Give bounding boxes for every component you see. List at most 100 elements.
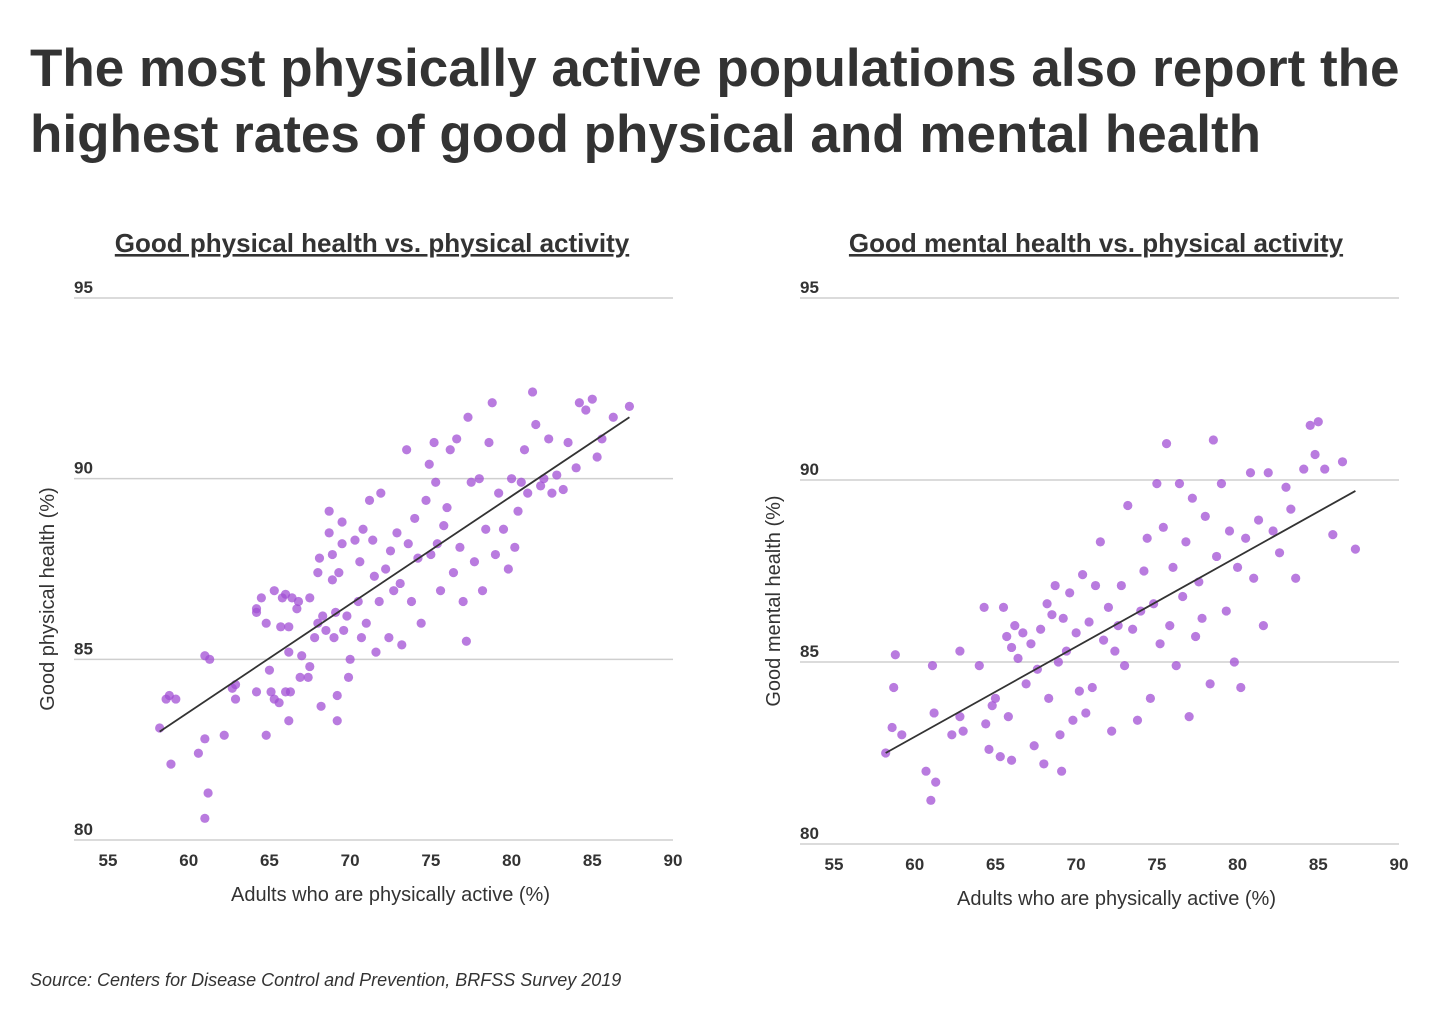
scatter-point xyxy=(955,712,965,722)
scatter-point xyxy=(316,701,326,711)
scatter-point xyxy=(402,445,412,455)
scatter-point xyxy=(332,690,342,701)
scatter-point xyxy=(261,618,271,628)
scatter-point xyxy=(1178,591,1188,602)
y-tick-label: 90 xyxy=(74,459,93,478)
scatter-point xyxy=(574,398,584,408)
scatter-point xyxy=(592,452,602,462)
scatter-point xyxy=(342,611,352,621)
scatter-point xyxy=(1152,479,1162,489)
scatter-point xyxy=(1055,730,1065,740)
scatter-point xyxy=(334,568,344,578)
charts: Good physical health vs. physical activi… xyxy=(37,228,1408,910)
y-tick-label: 80 xyxy=(800,824,819,843)
scatter-point xyxy=(531,419,541,430)
y-tick-label: 85 xyxy=(74,639,93,658)
scatter-point xyxy=(371,647,381,657)
scatter-point xyxy=(1039,759,1049,769)
scatter-point xyxy=(544,434,554,444)
x-tick-label: 60 xyxy=(179,851,198,870)
scatter-point xyxy=(356,633,367,643)
scatter-point xyxy=(251,687,262,697)
x-tick-label: 80 xyxy=(502,851,521,870)
scatter-point xyxy=(421,495,431,505)
scatter-point xyxy=(1006,642,1017,653)
scatter-point xyxy=(887,722,897,733)
scatter-point xyxy=(284,716,294,726)
scatter-point xyxy=(1002,631,1012,642)
scatter-point xyxy=(466,477,476,487)
scatter-point xyxy=(318,611,328,621)
x-tick-label: 55 xyxy=(825,855,844,874)
scatter-point xyxy=(251,604,262,614)
scatter-point xyxy=(455,542,465,552)
scatter-point xyxy=(890,650,900,660)
scatter-point xyxy=(381,564,391,574)
scatter-point xyxy=(1286,504,1296,514)
scatter-point xyxy=(1197,613,1207,623)
scatter-point xyxy=(452,434,462,444)
scatter-point xyxy=(1263,468,1273,478)
scatter-point xyxy=(1181,537,1191,547)
y-tick-label: 95 xyxy=(800,278,819,297)
scatter-point xyxy=(506,474,517,484)
scatter-point xyxy=(1161,439,1172,449)
scatter-point xyxy=(1249,573,1259,583)
scatter-point xyxy=(403,539,413,549)
scatter-point xyxy=(547,488,557,498)
scatter-point xyxy=(510,542,520,552)
scatter-point xyxy=(503,564,513,574)
scatter-point xyxy=(266,687,276,697)
scatter-point xyxy=(1006,755,1017,765)
y-tick-label: 80 xyxy=(74,820,93,839)
scatter-point xyxy=(987,701,997,711)
scatter-point xyxy=(1139,566,1149,576)
scatter-point xyxy=(297,651,307,661)
scatter-point xyxy=(1305,420,1315,430)
scatter-point xyxy=(305,593,315,603)
scatter-point xyxy=(1081,708,1091,718)
scatter-point xyxy=(397,640,407,650)
scatter-point xyxy=(1036,624,1046,634)
scatter-point xyxy=(1018,628,1028,638)
scatter-point xyxy=(469,557,480,567)
scatter-point xyxy=(321,625,331,636)
scatter-point xyxy=(563,437,573,448)
scatter-point xyxy=(1010,621,1020,631)
scatter-point xyxy=(1058,613,1068,623)
scatter-point xyxy=(358,524,368,534)
x-tick-label: 70 xyxy=(1067,855,1086,874)
page-title: The most physically active populations a… xyxy=(30,39,1400,164)
scatter-point xyxy=(463,412,473,422)
scatter-point xyxy=(998,602,1009,613)
scatter-point xyxy=(458,596,468,607)
scatter-point xyxy=(498,524,509,534)
y-tick-label: 85 xyxy=(800,642,819,661)
scatter-point xyxy=(1171,661,1181,671)
scatter-point xyxy=(1103,602,1114,613)
scatter-point xyxy=(448,568,459,578)
scatter-point xyxy=(284,622,294,632)
scatter-point xyxy=(200,734,210,744)
scatter-point xyxy=(1236,682,1246,693)
scatter-point xyxy=(558,484,568,495)
scatter-point xyxy=(313,618,323,628)
scatter-point xyxy=(1268,526,1278,536)
scatter-point xyxy=(1320,464,1330,474)
scatter-point xyxy=(350,535,360,545)
scatter-point xyxy=(384,633,394,643)
scatter-point xyxy=(166,759,176,769)
scatter-point xyxy=(1132,715,1143,725)
scatter-point xyxy=(1113,621,1123,631)
scatter-point xyxy=(981,719,991,729)
scatter-point xyxy=(332,716,342,726)
scatter-point xyxy=(1184,712,1194,722)
scatter-point xyxy=(1090,580,1101,591)
scatter-point xyxy=(1065,588,1075,598)
scatter-point xyxy=(1087,682,1097,693)
scatter-point xyxy=(442,502,452,513)
scatter-point xyxy=(324,506,334,516)
trend-line xyxy=(885,490,1356,754)
chart-title: Good mental health vs. physical activity xyxy=(849,228,1344,258)
scatter-point xyxy=(1224,526,1235,536)
